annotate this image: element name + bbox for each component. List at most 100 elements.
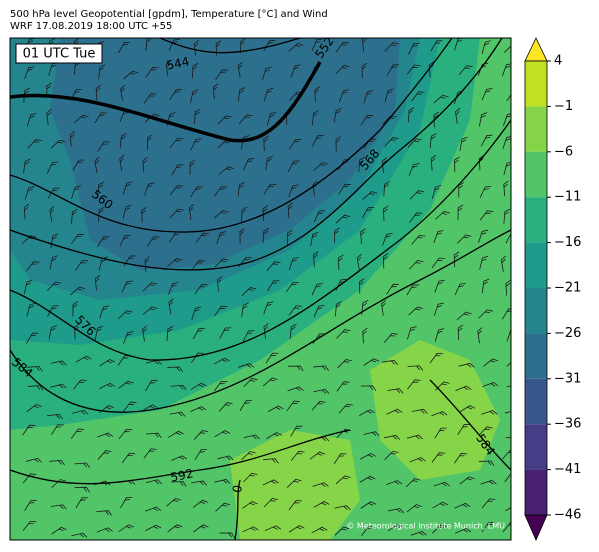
wind-barb (387, 388, 404, 394)
wind-barb (26, 302, 36, 317)
wind-barb (313, 251, 319, 267)
wind-barb (289, 323, 297, 339)
wind-barb (459, 136, 468, 151)
wind-barb (73, 114, 89, 124)
wind-barb (191, 259, 205, 271)
wind-barb (190, 138, 202, 151)
wind-barb (191, 480, 208, 486)
wind-barb (363, 431, 380, 437)
wind-barb (290, 425, 303, 437)
wind-barb (382, 359, 399, 366)
wind-barb (336, 329, 351, 339)
wind-barb (262, 377, 278, 387)
wind-barb (243, 434, 260, 440)
wind-barb (360, 501, 377, 509)
wind-barb (361, 300, 369, 315)
wind-barb (312, 110, 319, 126)
colorbar-bin (525, 469, 547, 515)
contour (10, 229, 511, 413)
wind-barb (241, 286, 257, 297)
wind-barb (165, 60, 171, 77)
colorbar-tick-label: −31 (554, 371, 581, 386)
wind-barb (481, 521, 495, 533)
title-line: 500 hPa level Geopotential [gpdm], Tempe… (10, 9, 328, 20)
wind-barb (23, 87, 30, 103)
wind-barb (26, 113, 37, 127)
colorbar-tick-label: −41 (554, 462, 581, 477)
contour (159, 38, 301, 54)
wind-barb (408, 163, 420, 176)
wind-barb (266, 432, 282, 440)
wind-barb (217, 276, 223, 292)
wind-barb (212, 83, 219, 100)
wind-barb (49, 459, 65, 466)
wind-barb (118, 380, 134, 389)
wind-barb (191, 63, 199, 79)
wind-barb (120, 497, 133, 509)
wind-barb (313, 501, 330, 508)
wind-barb (242, 330, 255, 342)
wind-barb (358, 157, 366, 172)
wind-barb (192, 499, 209, 508)
wind-barb (503, 44, 511, 53)
contour (10, 38, 503, 271)
wind-barb (506, 90, 511, 102)
wind-barb (313, 210, 325, 223)
time-box (15, 43, 103, 64)
wind-barb (262, 479, 279, 486)
wind-barb (47, 187, 61, 199)
wind-barb (218, 166, 234, 175)
wind-barb (383, 333, 398, 343)
wind-barb (120, 84, 126, 101)
wind-barb (335, 301, 342, 317)
wind-barb (333, 108, 342, 123)
wind-barb (194, 108, 201, 124)
wind-barb (25, 332, 39, 344)
colorbar-tick-label: −16 (554, 235, 581, 250)
wind-barb (339, 89, 350, 103)
wind-barb (119, 234, 131, 248)
wind-barb (411, 234, 426, 245)
wind-barb (333, 453, 347, 465)
wind-barb (72, 159, 85, 171)
wind-barb (167, 258, 183, 267)
wind-barb (431, 257, 445, 268)
wind-barb (26, 403, 42, 412)
wind-barb (99, 359, 116, 367)
colorbar-tick-label: −26 (554, 326, 581, 341)
wind-barb (290, 64, 301, 78)
wind-barb (263, 322, 269, 339)
wind-barb (214, 186, 228, 197)
colorbar-bin (525, 288, 547, 334)
wind-barb (311, 38, 323, 52)
wind-barb (434, 427, 447, 439)
wind-barb (25, 261, 40, 272)
contour (10, 61, 322, 143)
wind-barb (313, 304, 325, 318)
wind-barb (359, 475, 376, 483)
wind-barb (479, 210, 494, 221)
wind-barb (145, 479, 163, 485)
wind-barb (431, 452, 446, 463)
wind-barb (381, 157, 388, 174)
wind-barb (382, 253, 389, 269)
wind-barb (407, 379, 421, 390)
colorbar-bin (525, 151, 547, 198)
wind-barb (214, 305, 228, 317)
wind-barb (457, 424, 471, 435)
wind-barb (169, 185, 184, 196)
wind-barb (213, 357, 230, 365)
wind-barb (141, 404, 158, 412)
wind-barb (386, 408, 403, 415)
wind-barb (309, 451, 326, 460)
colorbar-bin (525, 378, 547, 425)
wind-barb (195, 232, 210, 243)
wind-barb (193, 40, 200, 56)
wind-barb (481, 88, 493, 101)
wind-barb (505, 231, 511, 244)
wind-barb (237, 182, 245, 197)
wind-barb (242, 526, 259, 533)
wind-barb (143, 448, 157, 459)
wind-barb (433, 302, 444, 316)
wind-barb (502, 308, 511, 320)
